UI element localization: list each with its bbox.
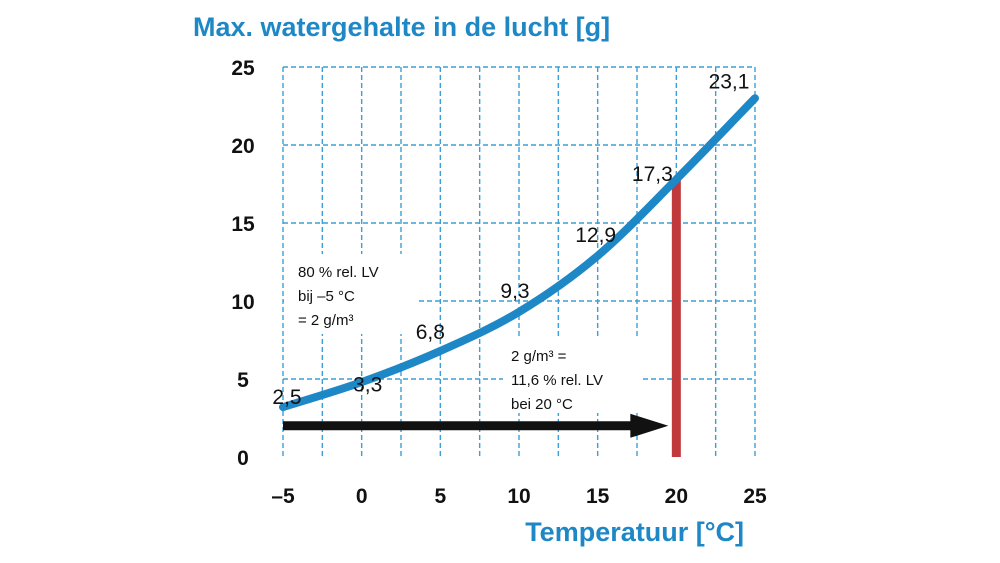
annotation-boxes (284, 254, 643, 413)
x-tick-label: 15 (586, 485, 610, 508)
data-label: 12,9 (575, 224, 616, 247)
tick-labels: –5 0 5 10 15 20 25 0 5 10 15 20 25 (231, 57, 767, 508)
x-tick-label: –5 (271, 485, 295, 508)
y-tick-label: 15 (231, 213, 255, 236)
x-tick-label: 0 (356, 485, 368, 508)
y-tick-label: 5 (237, 369, 249, 392)
annotation-line: 80 % rel. LV (298, 264, 379, 281)
annotation-line: bij –5 °C (298, 288, 355, 305)
y-tick-label: 20 (231, 135, 254, 158)
data-label: 17,3 (632, 163, 673, 186)
x-tick-label: 5 (434, 485, 446, 508)
y-tick-label: 10 (231, 291, 254, 314)
data-label: 3,3 (353, 374, 382, 397)
annotation-box (503, 339, 643, 413)
series-line (279, 94, 759, 412)
x-tick-label: 25 (743, 485, 767, 508)
data-labels: 2,5 3,3 6,8 9,3 12,9 17,3 23,1 (272, 71, 749, 409)
x-tick-label: 10 (507, 485, 530, 508)
annotation-text: 2 g/m³ = 11,6 % rel. LV bei 20 °C (511, 348, 603, 413)
y-axis-title: Max. watergehalte in de lucht [g] (193, 12, 610, 42)
chart-marks (279, 94, 759, 457)
y-tick-label: 0 (237, 447, 249, 470)
data-label: 9,3 (500, 280, 529, 303)
annotation-line: = 2 g/m³ (298, 312, 353, 329)
x-axis-title: Temperatuur [°C] (525, 517, 744, 547)
data-label: 2,5 (272, 386, 301, 409)
data-label: 23,1 (709, 71, 750, 94)
annotation-text: 80 % rel. LV bij –5 °C = 2 g/m³ (298, 264, 379, 329)
annotation-box (284, 254, 418, 334)
x-tick-label: 20 (665, 485, 688, 508)
annotation-line: bei 20 °C (511, 396, 573, 413)
data-label: 6,8 (416, 321, 445, 344)
annotation-line: 11,6 % rel. LV (511, 372, 603, 389)
arrow-head (630, 413, 669, 438)
y-tick-label: 25 (231, 57, 255, 80)
annotation-line: 2 g/m³ = (511, 348, 567, 365)
annotations: 80 % rel. LV bij –5 °C = 2 g/m³ 2 g/m³ = 11,… (298, 264, 603, 413)
